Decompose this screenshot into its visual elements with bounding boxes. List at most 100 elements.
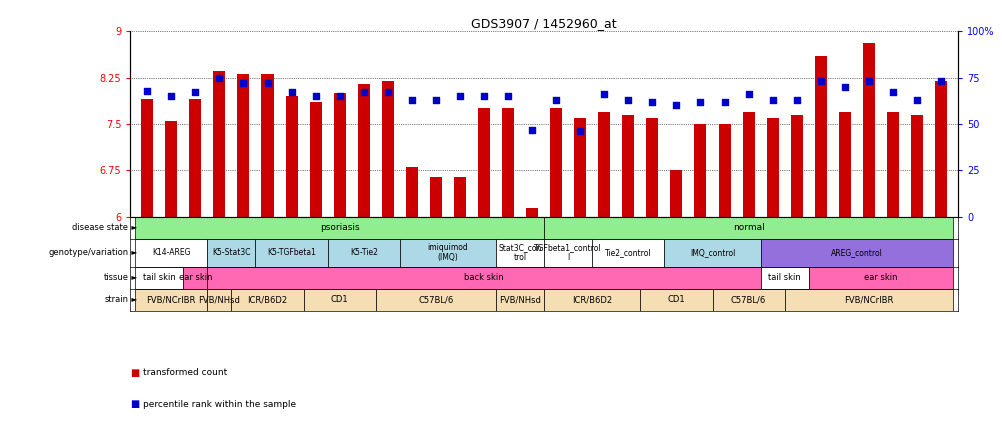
Bar (838, 111, 850, 217)
Point (788, 96, 804, 103)
Bar (862, 44, 874, 217)
Bar (814, 56, 826, 217)
Bar (237, 75, 249, 217)
Bar (663, 239, 760, 267)
Text: psoriasis: psoriasis (320, 223, 359, 232)
Bar (328, 239, 400, 267)
Point (332, 92, 348, 99)
Bar (526, 207, 538, 217)
Bar (808, 267, 952, 289)
Bar (496, 239, 543, 267)
Text: K5-TGFbeta1: K5-TGFbeta1 (267, 248, 316, 257)
Bar (543, 217, 952, 239)
Bar (207, 289, 231, 311)
Bar (934, 81, 946, 217)
Bar (543, 289, 639, 311)
Title: GDS3907 / 1452960_at: GDS3907 / 1452960_at (471, 17, 616, 30)
Text: tissue: tissue (103, 273, 128, 282)
Bar (549, 108, 561, 217)
Point (476, 92, 492, 99)
Bar (430, 177, 442, 217)
Bar (784, 289, 952, 311)
Point (235, 79, 252, 87)
Text: normal: normal (732, 223, 764, 232)
Text: C57BL/6: C57BL/6 (418, 295, 453, 304)
Point (667, 102, 683, 109)
Text: disease state: disease state (72, 223, 128, 232)
Bar (135, 239, 207, 267)
Bar (760, 239, 952, 267)
Point (187, 89, 203, 96)
Bar (135, 217, 543, 239)
Text: K14-AREG: K14-AREG (152, 248, 190, 257)
Text: CD1: CD1 (331, 295, 348, 304)
Text: ►: ► (129, 223, 137, 232)
Text: Stat3C_con
trol: Stat3C_con trol (498, 243, 541, 262)
Bar (639, 289, 711, 311)
Point (908, 96, 924, 103)
Bar (189, 99, 201, 217)
Text: tail skin: tail skin (142, 273, 175, 282)
Point (500, 92, 516, 99)
Bar (406, 167, 418, 217)
Bar (262, 75, 274, 217)
Text: tail skin: tail skin (768, 273, 801, 282)
Point (260, 79, 276, 87)
Text: ►: ► (129, 248, 137, 257)
Text: AREG_control: AREG_control (830, 248, 882, 257)
Text: ear skin: ear skin (864, 273, 897, 282)
Bar (760, 267, 808, 289)
Bar (141, 99, 153, 217)
Point (739, 91, 756, 98)
Point (380, 89, 396, 96)
Text: ear skin: ear skin (178, 273, 211, 282)
Bar (400, 239, 496, 267)
Text: Tie2_control: Tie2_control (604, 248, 651, 257)
Point (404, 96, 420, 103)
Text: ►: ► (129, 295, 137, 304)
Bar (543, 239, 591, 267)
Text: K5-Tie2: K5-Tie2 (350, 248, 378, 257)
Bar (213, 71, 225, 217)
Point (764, 96, 780, 103)
Point (643, 98, 659, 105)
Bar (135, 289, 207, 311)
Bar (741, 111, 754, 217)
Text: C57BL/6: C57BL/6 (730, 295, 766, 304)
Bar (256, 239, 328, 267)
Bar (358, 84, 370, 217)
Text: transformed count: transformed count (143, 369, 227, 377)
Bar (165, 121, 177, 217)
Text: ■: ■ (130, 368, 139, 378)
Text: ICR/B6D2: ICR/B6D2 (571, 295, 611, 304)
Point (356, 89, 372, 96)
Bar (478, 108, 490, 217)
Point (932, 78, 948, 85)
Bar (502, 108, 514, 217)
Text: FVB/NCrIBR: FVB/NCrIBR (844, 295, 893, 304)
Bar (454, 177, 466, 217)
Point (428, 96, 444, 103)
Bar (183, 267, 207, 289)
Text: genotype/variation: genotype/variation (48, 248, 128, 257)
Bar (693, 124, 705, 217)
Bar (207, 267, 760, 289)
Bar (886, 111, 898, 217)
Text: imiquimod
(IMQ): imiquimod (IMQ) (427, 243, 468, 262)
Point (691, 98, 707, 105)
Text: back skin: back skin (464, 273, 503, 282)
Text: CD1: CD1 (667, 295, 684, 304)
Bar (496, 289, 543, 311)
Point (884, 89, 900, 96)
Text: FVB/NCrIBR: FVB/NCrIBR (146, 295, 195, 304)
Point (836, 83, 852, 90)
Bar (717, 124, 729, 217)
Point (163, 92, 179, 99)
Text: IMQ_control: IMQ_control (689, 248, 734, 257)
Text: TGFbeta1_control
l: TGFbeta1_control l (534, 243, 601, 262)
Point (812, 78, 828, 85)
Bar (573, 118, 585, 217)
Text: ICR/B6D2: ICR/B6D2 (247, 295, 288, 304)
Text: K5-Stat3C: K5-Stat3C (212, 248, 250, 257)
Point (308, 92, 324, 99)
